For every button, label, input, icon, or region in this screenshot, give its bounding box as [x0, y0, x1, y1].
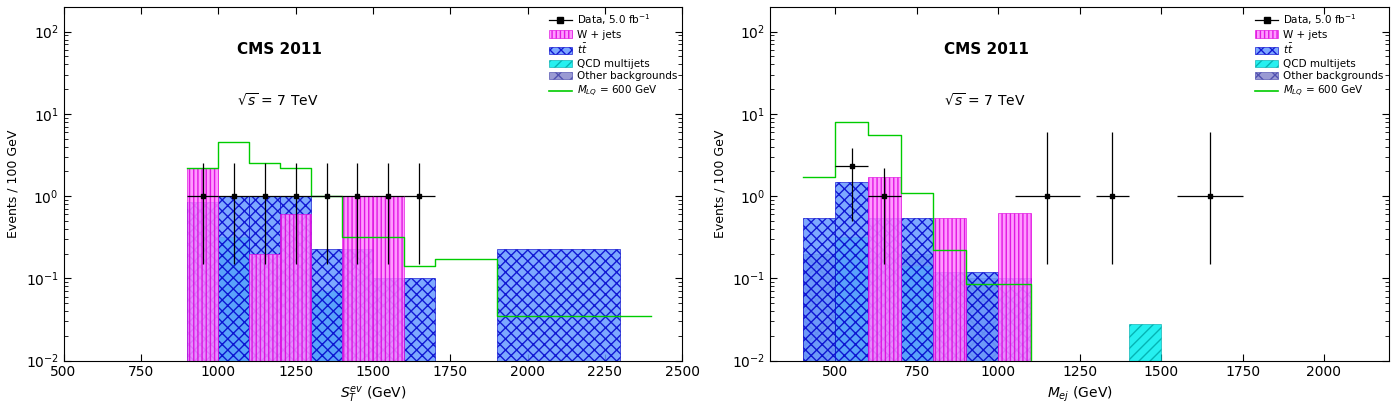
- Bar: [1128, 324, 1161, 360]
- Bar: [342, 249, 373, 360]
- Bar: [998, 279, 1030, 360]
- Bar: [835, 182, 868, 360]
- Bar: [281, 269, 311, 360]
- Bar: [403, 279, 434, 360]
- Bar: [373, 196, 403, 360]
- Bar: [803, 254, 835, 360]
- Bar: [373, 279, 403, 360]
- Text: CMS 2011: CMS 2011: [944, 42, 1029, 57]
- Bar: [218, 254, 248, 360]
- Bar: [281, 279, 311, 360]
- Bar: [998, 213, 1030, 360]
- Bar: [868, 177, 900, 360]
- Bar: [218, 196, 248, 360]
- Bar: [900, 267, 933, 360]
- Legend: Data, 5.0 fb$^{-1}$, W + jets, $t\bar{t}$, QCD multijets, Other backgrounds, $M_: Data, 5.0 fb$^{-1}$, W + jets, $t\bar{t}…: [546, 10, 680, 101]
- Bar: [966, 272, 998, 360]
- Bar: [248, 269, 281, 360]
- Bar: [868, 218, 900, 360]
- Bar: [281, 196, 311, 360]
- Bar: [497, 249, 620, 360]
- Text: $\sqrt{s}$ = 7 TeV: $\sqrt{s}$ = 7 TeV: [237, 92, 318, 109]
- Bar: [187, 202, 218, 360]
- Bar: [900, 218, 933, 360]
- Bar: [933, 272, 966, 360]
- Y-axis label: Events / 100 GeV: Events / 100 GeV: [7, 130, 20, 238]
- Bar: [187, 209, 218, 360]
- Bar: [900, 254, 933, 360]
- Bar: [933, 218, 966, 360]
- Bar: [868, 254, 900, 360]
- Bar: [311, 249, 342, 360]
- Bar: [966, 279, 998, 360]
- Bar: [311, 291, 342, 360]
- X-axis label: $S_T^{ev}$ (GeV): $S_T^{ev}$ (GeV): [339, 385, 406, 405]
- Bar: [933, 279, 966, 360]
- Bar: [281, 214, 311, 360]
- Bar: [342, 196, 373, 360]
- Bar: [835, 237, 868, 360]
- Bar: [835, 254, 868, 360]
- Bar: [248, 196, 281, 360]
- Y-axis label: Events / 100 GeV: Events / 100 GeV: [713, 130, 727, 238]
- Bar: [998, 297, 1030, 360]
- Bar: [373, 279, 403, 360]
- Bar: [248, 254, 281, 360]
- Text: CMS 2011: CMS 2011: [237, 42, 321, 57]
- Bar: [803, 218, 835, 360]
- Bar: [218, 237, 248, 360]
- X-axis label: $M_{ej}$ (GeV): $M_{ej}$ (GeV): [1047, 385, 1113, 404]
- Text: $\sqrt{s}$ = 7 TeV: $\sqrt{s}$ = 7 TeV: [944, 92, 1025, 109]
- Bar: [187, 254, 218, 360]
- Bar: [187, 168, 218, 360]
- Bar: [248, 260, 281, 360]
- Bar: [342, 279, 373, 360]
- Bar: [311, 297, 342, 360]
- Bar: [342, 279, 373, 360]
- Legend: Data, 5.0 fb$^{-1}$, W + jets, $t\bar{t}$, QCD multijets, Other backgrounds, $M_: Data, 5.0 fb$^{-1}$, W + jets, $t\bar{t}…: [1254, 10, 1386, 101]
